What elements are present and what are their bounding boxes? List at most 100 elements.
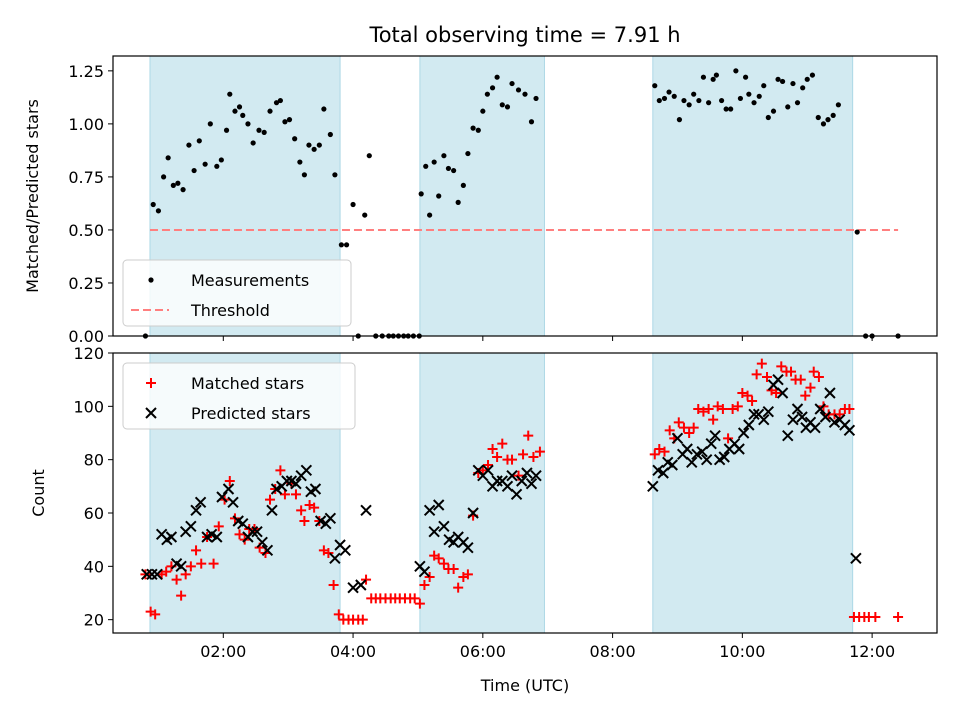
measurement-point bbox=[761, 83, 767, 89]
predicted-star-point bbox=[506, 469, 518, 482]
predicted-star-point bbox=[251, 525, 263, 538]
matched-star-point bbox=[708, 414, 719, 425]
x-tick-label: 12:00 bbox=[849, 642, 895, 661]
matched-star-point bbox=[414, 598, 425, 609]
matched-star-point bbox=[224, 476, 235, 486]
matched-star-point bbox=[453, 582, 464, 593]
x-tick-label: 10:00 bbox=[719, 642, 765, 661]
matched-star-point bbox=[703, 404, 714, 414]
measurement-point bbox=[790, 80, 796, 87]
predicted-star-point bbox=[850, 552, 862, 565]
measurement-point bbox=[423, 163, 429, 169]
measurement-point bbox=[499, 102, 505, 108]
measurement-point bbox=[191, 167, 197, 174]
matched-star-point bbox=[185, 561, 196, 572]
measurement-point bbox=[770, 108, 777, 114]
measurement-point bbox=[245, 121, 251, 127]
measurement-point bbox=[214, 163, 220, 169]
count-points bbox=[140, 358, 904, 625]
y-tick-label: 80 bbox=[84, 451, 104, 470]
matched-star-point bbox=[492, 452, 503, 462]
matched-star-point bbox=[751, 369, 762, 380]
y-tick-label: 40 bbox=[84, 557, 104, 576]
matched-star-point bbox=[762, 372, 773, 382]
matched-star-point bbox=[176, 590, 187, 601]
measurement-point bbox=[267, 108, 273, 114]
measurement-point bbox=[292, 136, 298, 142]
predicted-star-point bbox=[165, 531, 178, 543]
legend-measurement-marker bbox=[148, 277, 154, 283]
predicted-star-point bbox=[521, 467, 533, 479]
matched-star-point bbox=[805, 382, 816, 393]
matched-star-point bbox=[161, 566, 172, 577]
predicted-star-point bbox=[796, 411, 808, 423]
measurement-point bbox=[494, 74, 500, 80]
matched-star-point bbox=[361, 574, 372, 585]
predicted-star-point bbox=[418, 565, 431, 578]
predicted-star-point bbox=[671, 432, 684, 445]
predicted-star-point bbox=[428, 525, 440, 538]
matched-star-point bbox=[742, 390, 753, 401]
measurement-point bbox=[297, 159, 303, 165]
measurement-point bbox=[713, 72, 720, 78]
matched-star-point bbox=[732, 401, 743, 412]
predicted-star-point bbox=[525, 477, 538, 490]
matched-star-point bbox=[776, 361, 787, 372]
matched-star-point bbox=[800, 390, 811, 401]
matched-star-point bbox=[208, 558, 219, 569]
predicted-star-point bbox=[686, 456, 698, 469]
y-tick-label: 0.50 bbox=[68, 221, 104, 240]
matched-star-point bbox=[654, 444, 665, 454]
matched-star-point bbox=[893, 612, 904, 622]
measurement-point bbox=[815, 114, 821, 121]
ratio-axes: 0.00 0.25 0.50 0.75 1.00 1.25 bbox=[68, 55, 938, 346]
measurement-point bbox=[273, 100, 280, 106]
measurement-point bbox=[489, 85, 496, 91]
measurement-point bbox=[427, 212, 433, 218]
measurement-point bbox=[431, 159, 437, 165]
matched-star-point bbox=[323, 548, 334, 558]
predicted-star-point bbox=[467, 507, 479, 519]
predicted-star-point bbox=[266, 504, 278, 517]
measurement-point bbox=[277, 97, 283, 104]
measurement-point bbox=[362, 212, 368, 218]
measurement-point bbox=[475, 127, 481, 133]
measurement-point bbox=[515, 87, 522, 93]
measurement-point bbox=[306, 142, 312, 148]
measurement-point bbox=[509, 80, 515, 87]
ratio-panel: 0.00 0.25 0.50 0.75 1.00 1.25 Matched/Predict… bbox=[23, 55, 938, 346]
measurement-point bbox=[196, 138, 202, 144]
legend-label: Threshold bbox=[190, 301, 270, 320]
observing-window bbox=[419, 352, 545, 634]
matched-star-point bbox=[234, 529, 245, 540]
predicted-star-point bbox=[355, 579, 367, 591]
y-tick-label: 20 bbox=[84, 611, 104, 630]
plot-frame bbox=[112, 352, 938, 634]
matched-star-point bbox=[196, 558, 207, 569]
predicted-star-point bbox=[743, 419, 755, 431]
matched-star-point bbox=[684, 428, 695, 438]
predicted-star-point bbox=[246, 525, 259, 538]
measurement-point bbox=[366, 153, 372, 159]
predicted-star-point bbox=[300, 464, 313, 477]
matched-star-point bbox=[419, 580, 430, 590]
predicted-star-point bbox=[718, 451, 730, 463]
measurement-point bbox=[533, 95, 539, 102]
predicted-star-point bbox=[510, 488, 523, 501]
predicted-star-point bbox=[782, 429, 794, 442]
predicted-star-point bbox=[211, 531, 223, 543]
measurement-point bbox=[236, 104, 243, 110]
ratio-legend: Measurements Threshold bbox=[122, 259, 352, 327]
measurement-point bbox=[207, 121, 213, 127]
measurement-point bbox=[723, 106, 729, 112]
measurement-point bbox=[327, 131, 333, 138]
measurement-point bbox=[161, 174, 167, 180]
matched-star-point bbox=[771, 388, 782, 398]
count-y-axis-label: Count bbox=[29, 469, 48, 517]
matched-star-point bbox=[688, 422, 699, 433]
count-legend: Matched stars Predicted stars bbox=[122, 362, 356, 430]
legend-predicted-marker bbox=[145, 407, 157, 419]
predicted-star-point bbox=[175, 560, 187, 573]
predicted-star-point bbox=[491, 475, 503, 487]
